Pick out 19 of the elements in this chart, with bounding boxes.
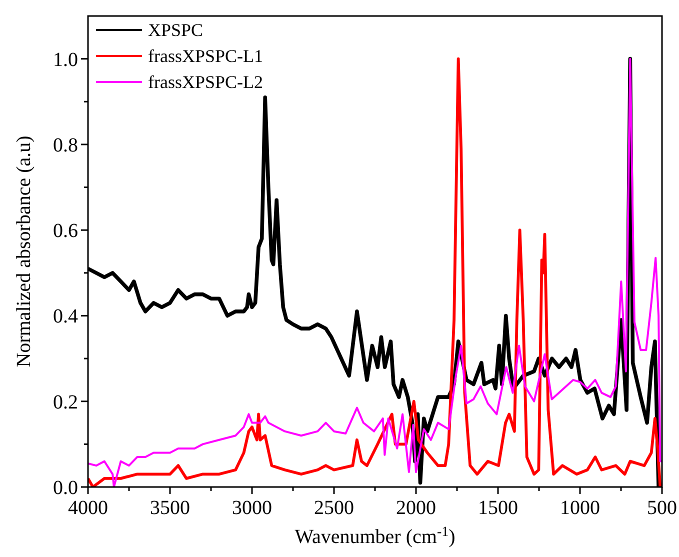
x-tick-label: 1000 xyxy=(560,497,600,519)
x-tick-label: 4000 xyxy=(68,497,108,519)
x-tick-label: 500 xyxy=(647,497,677,519)
y-tick-label: 0.4 xyxy=(53,306,78,328)
x-tick-label: 2500 xyxy=(314,497,354,519)
y-axis-title: Normalized absorbance (a.u) xyxy=(13,136,35,368)
legend-label: frassXPSPC-L2 xyxy=(148,72,264,92)
x-tick-label: 3000 xyxy=(232,497,272,519)
x-tick-label: 3500 xyxy=(150,497,190,519)
x-tick-label: 2000 xyxy=(396,497,436,519)
x-tick-label: 1500 xyxy=(478,497,518,519)
y-tick-label: 1.0 xyxy=(53,48,78,71)
legend-label: frassXPSPC-L1 xyxy=(148,46,264,66)
y-tick-label: 0.2 xyxy=(53,391,78,414)
y-tick-label: 0.0 xyxy=(53,477,78,499)
y-tick-label: 0.8 xyxy=(53,134,78,156)
x-axis-title: Wavenumber (cm$^{-1}$) xyxy=(294,524,456,548)
legend-label: XPSPC xyxy=(148,20,204,40)
y-tick-label: 0.6 xyxy=(53,220,78,242)
